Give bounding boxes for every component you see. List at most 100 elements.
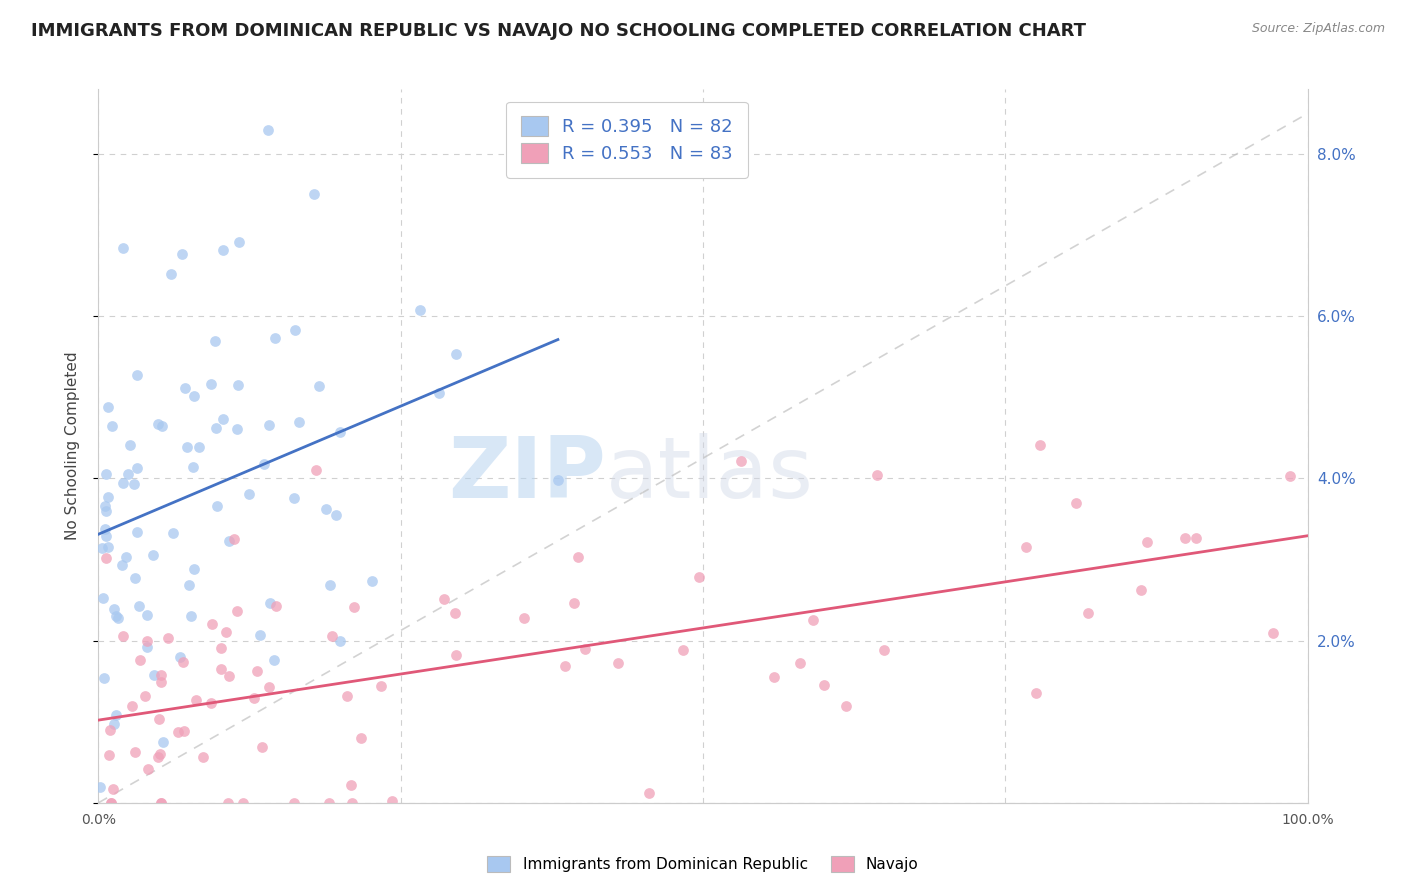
Point: [93, 522, 115, 536]
Point: [215, 625, 238, 640]
Point: [97, 400, 120, 414]
Point: [94, 504, 117, 518]
Point: [101, 781, 124, 796]
Point: [111, 558, 134, 572]
Point: [789, 656, 811, 670]
Point: [125, 524, 148, 539]
Point: [409, 303, 432, 318]
Point: [149, 796, 172, 810]
Point: [149, 747, 172, 762]
Point: [188, 440, 211, 454]
Point: [174, 381, 197, 395]
Legend: Immigrants from Dominican Republic, Navajo: Immigrants from Dominican Republic, Nava…: [479, 848, 927, 880]
Point: [283, 491, 305, 506]
Point: [228, 235, 250, 250]
Point: [170, 247, 193, 261]
Point: [136, 634, 159, 648]
Point: [148, 712, 170, 726]
Point: [149, 667, 172, 681]
Point: [1025, 685, 1047, 699]
Point: [91, 591, 114, 606]
Point: [209, 662, 232, 676]
Point: [381, 794, 404, 808]
Point: [207, 499, 229, 513]
Point: [321, 629, 343, 643]
Point: [253, 457, 276, 471]
Point: [562, 596, 585, 610]
Point: [238, 487, 260, 501]
Point: [105, 708, 128, 723]
Point: [152, 735, 174, 749]
Point: [429, 385, 451, 400]
Point: [350, 731, 373, 746]
Point: [304, 187, 326, 202]
Point: [212, 411, 235, 425]
Point: [94, 499, 117, 513]
Point: [96, 529, 118, 543]
Point: [148, 417, 170, 431]
Point: [801, 613, 824, 627]
Point: [96, 467, 118, 481]
Text: ZIP: ZIP: [449, 433, 606, 516]
Point: [97, 491, 120, 505]
Point: [342, 796, 364, 810]
Point: [263, 331, 285, 345]
Point: [100, 796, 122, 810]
Point: [1064, 496, 1087, 510]
Point: [444, 648, 467, 662]
Point: [173, 723, 195, 738]
Point: [361, 574, 384, 588]
Point: [252, 739, 274, 754]
Point: [225, 604, 247, 618]
Point: [122, 477, 145, 491]
Point: [104, 609, 127, 624]
Point: [124, 745, 146, 759]
Point: [315, 502, 337, 516]
Point: [112, 629, 135, 643]
Point: [606, 656, 628, 670]
Point: [1136, 534, 1159, 549]
Point: [259, 596, 281, 610]
Point: [246, 664, 269, 678]
Point: [127, 461, 149, 475]
Point: [835, 698, 858, 713]
Point: [186, 693, 208, 707]
Point: [93, 671, 115, 685]
Point: [243, 691, 266, 706]
Point: [226, 422, 249, 436]
Point: [567, 550, 589, 565]
Point: [134, 690, 156, 704]
Point: [547, 473, 569, 487]
Point: [211, 243, 233, 257]
Point: [157, 632, 180, 646]
Point: [121, 698, 143, 713]
Point: [513, 611, 536, 625]
Point: [176, 440, 198, 454]
Point: [166, 724, 188, 739]
Point: [205, 421, 228, 435]
Point: [257, 418, 280, 433]
Point: [89, 780, 111, 794]
Point: [183, 561, 205, 575]
Point: [325, 508, 347, 523]
Point: [1015, 541, 1038, 555]
Point: [111, 476, 134, 491]
Point: [136, 608, 159, 623]
Point: [305, 463, 328, 477]
Point: [103, 717, 125, 731]
Point: [136, 762, 159, 776]
Point: [329, 634, 352, 648]
Point: [100, 796, 122, 810]
Point: [135, 640, 157, 654]
Point: [1130, 582, 1153, 597]
Point: [249, 628, 271, 642]
Point: [142, 548, 165, 562]
Point: [340, 779, 363, 793]
Y-axis label: No Schooling Completed: No Schooling Completed: [65, 351, 80, 541]
Point: [128, 599, 150, 614]
Point: [129, 653, 152, 667]
Point: [318, 796, 340, 810]
Point: [873, 642, 896, 657]
Point: [730, 454, 752, 468]
Point: [125, 368, 148, 382]
